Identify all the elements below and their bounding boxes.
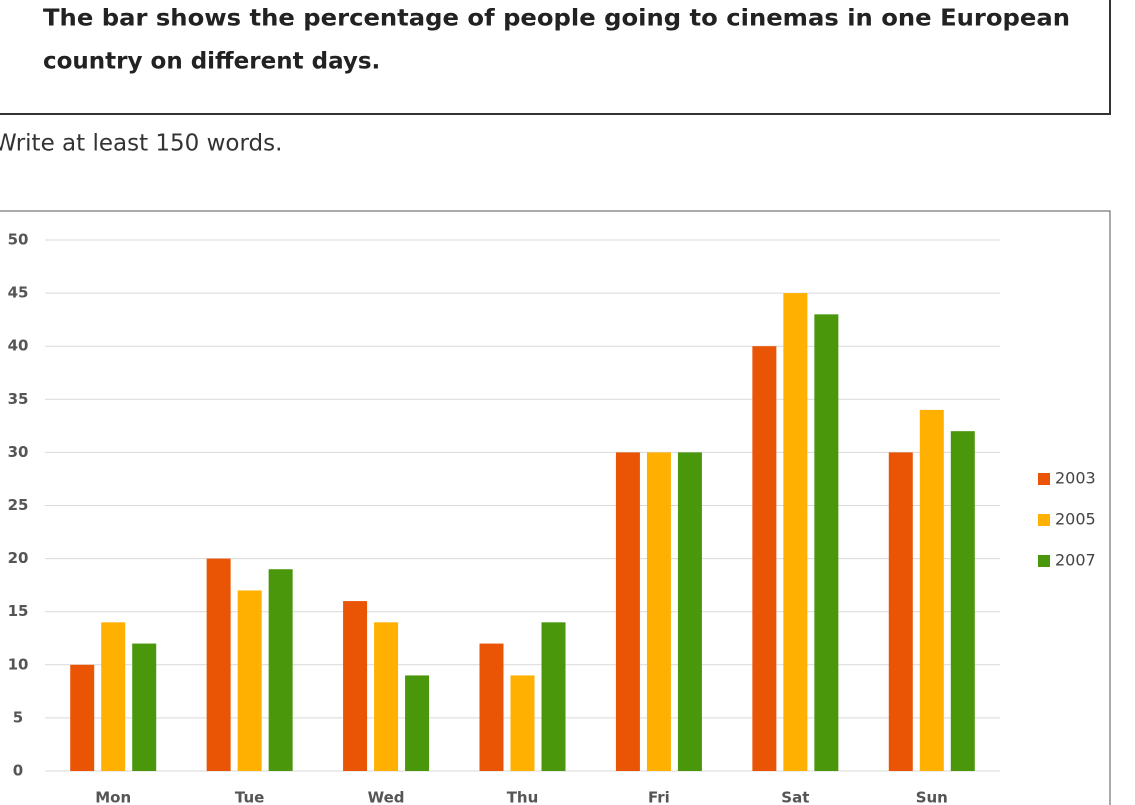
x-tick-label: Sun: [916, 789, 948, 805]
y-tick-label: 5: [13, 708, 23, 726]
x-tick-label: Fri: [648, 789, 670, 805]
bar: [343, 601, 368, 771]
y-tick-label: 25: [8, 496, 29, 514]
bar: [752, 346, 777, 771]
bar: [268, 569, 293, 771]
prompt-box: [0, 0, 1111, 115]
y-tick-label: 10: [8, 655, 29, 673]
instruction: Write at least 150 words.: [0, 131, 282, 157]
bar: [237, 590, 262, 771]
y-tick-label: 20: [8, 549, 29, 567]
bar: [919, 409, 944, 771]
bar: [510, 675, 535, 771]
bar: [374, 622, 399, 771]
y-tick-label: 35: [8, 390, 29, 408]
chart: 0 5 10 15 20 25 30 35 40 45 50 Mon Tue Wed Thu Fri Sat Su…: [8, 231, 1096, 805]
bar: [405, 675, 430, 771]
bar: [783, 293, 808, 771]
y-tick-label: 15: [8, 602, 29, 620]
y-tick-label: 50: [8, 231, 29, 249]
bar: [646, 452, 671, 771]
y-tick-label: 40: [8, 337, 29, 355]
bar: [677, 452, 702, 771]
x-tick-label: Tue: [235, 789, 264, 805]
x-tick-label: Thu: [507, 789, 539, 805]
bar: [101, 622, 126, 771]
y-tick-label: 30: [8, 443, 29, 461]
bar: [70, 664, 95, 771]
x-tick-label: Sat: [781, 789, 809, 805]
legend-label: 2003: [1055, 469, 1096, 488]
prompt-line: The bar shows the percentage of people g…: [43, 6, 1070, 32]
y-tick-label: 0: [13, 762, 23, 780]
x-tick-label: Wed: [368, 789, 405, 805]
legend-swatch: [1038, 473, 1050, 485]
legend-swatch: [1038, 555, 1050, 567]
legend-label: 2007: [1055, 551, 1096, 570]
bar: [206, 558, 231, 771]
legend-label: 2005: [1055, 510, 1096, 529]
bar: [541, 622, 566, 771]
y-tick-label: 45: [8, 284, 29, 302]
bar: [615, 452, 640, 771]
bar: [950, 431, 975, 771]
bar: [888, 452, 913, 771]
bar: [132, 643, 157, 771]
bar: [479, 643, 504, 771]
x-tick-label: Mon: [95, 789, 131, 805]
prompt-line: country on different days.: [43, 49, 380, 75]
legend-swatch: [1038, 514, 1050, 526]
bar: [814, 314, 839, 771]
